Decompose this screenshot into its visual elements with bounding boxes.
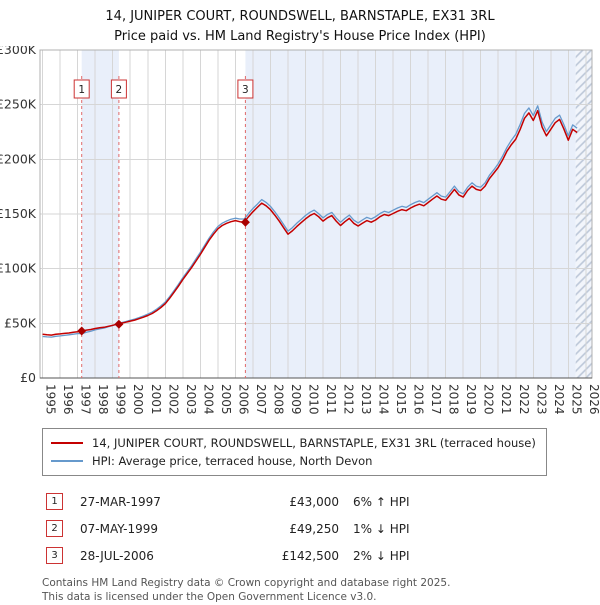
- y-tick-label: £200K: [0, 151, 37, 166]
- x-tick-label: 2022: [517, 384, 531, 415]
- sale-number-badge: 1: [46, 493, 63, 510]
- sales-table: 1 27-MAR-1997 £43,000 6% ↑ HPI 2 07-MAY-…: [46, 488, 600, 569]
- chart-title-block: 14, JUNIPER COURT, ROUNDSWELL, BARNSTAPL…: [0, 0, 600, 46]
- x-tick-label: 2024: [552, 384, 566, 415]
- chart-legend: 14, JUNIPER COURT, ROUNDSWELL, BARNSTAPL…: [42, 428, 547, 476]
- sale-number-badge: 2: [46, 520, 63, 537]
- x-tick-label: 2015: [394, 384, 408, 415]
- x-tick-label: 2017: [429, 384, 443, 415]
- sale-diamond: [77, 326, 87, 336]
- x-tick-label: 1999: [114, 384, 128, 415]
- footer-line-2: This data is licensed under the Open Gov…: [42, 590, 377, 603]
- sale-diamond: [114, 319, 124, 329]
- legend-label-hpi: HPI: Average price, terraced house, Nort…: [92, 454, 373, 468]
- table-row: 1 27-MAR-1997 £43,000 6% ↑ HPI: [46, 488, 600, 515]
- x-tick-label: 2016: [412, 384, 426, 415]
- x-tick-label: 2007: [254, 384, 268, 415]
- x-tick-label: 2005: [219, 384, 233, 415]
- sale-hpi-delta: 6% ↑ HPI: [353, 494, 410, 509]
- price-chart: 123£0£50K£100K£150K£200K£250K£300K199519…: [0, 42, 600, 426]
- x-tick-label: 2026: [587, 384, 600, 415]
- x-tick-label: 2006: [236, 384, 250, 415]
- x-tick-label: 2020: [482, 384, 496, 415]
- sale-diamond: [240, 217, 250, 227]
- sale-hpi-delta: 1% ↓ HPI: [353, 521, 410, 536]
- x-tick-label: 2008: [271, 384, 285, 415]
- x-tick-label: 1996: [61, 384, 75, 415]
- x-tick-label: 2018: [447, 384, 461, 415]
- y-tick-label: £250K: [0, 97, 37, 112]
- x-tick-label: 1997: [79, 384, 93, 415]
- x-tick-label: 2023: [534, 384, 548, 415]
- x-tick-label: 2010: [307, 384, 321, 415]
- x-tick-label: 2012: [342, 384, 356, 415]
- table-row: 2 07-MAY-1999 £49,250 1% ↓ HPI: [46, 515, 600, 542]
- x-tick-label: 2025: [569, 384, 583, 415]
- x-tick-label: 2001: [149, 384, 163, 415]
- page-subtitle: Price paid vs. HM Land Registry's House …: [114, 28, 486, 44]
- sale-hpi-delta: 2% ↓ HPI: [353, 548, 410, 563]
- sale-number: 2: [116, 84, 123, 96]
- x-tick-label: 2019: [464, 384, 478, 415]
- sale-number: 1: [78, 84, 85, 96]
- sale-date: 27-MAR-1997: [80, 494, 161, 509]
- y-tick-label: £300K: [0, 46, 37, 57]
- legend-row-price: 14, JUNIPER COURT, ROUNDSWELL, BARNSTAPL…: [51, 434, 536, 452]
- x-tick-label: 1995: [44, 384, 58, 415]
- sale-date: 07-MAY-1999: [80, 521, 159, 536]
- legend-label-price: 14, JUNIPER COURT, ROUNDSWELL, BARNSTAPL…: [92, 436, 536, 450]
- x-tick-label: 2002: [166, 384, 180, 415]
- x-tick-label: 2014: [377, 384, 391, 415]
- page-title: 14, JUNIPER COURT, ROUNDSWELL, BARNSTAPL…: [105, 9, 495, 24]
- price-line-swatch: [51, 442, 83, 444]
- sale-price: £43,000: [289, 494, 339, 509]
- x-tick-label: 2011: [324, 384, 338, 415]
- legend-row-hpi: HPI: Average price, terraced house, Nort…: [51, 452, 536, 470]
- sale-number-badge: 3: [46, 547, 63, 564]
- price-chart-svg: 123£0£50K£100K£150K£200K£250K£300K199519…: [0, 42, 600, 415]
- y-tick-label: £0: [20, 370, 36, 385]
- y-tick-label: £150K: [0, 206, 37, 221]
- hpi-line-swatch: [51, 460, 83, 462]
- y-tick-label: £50K: [4, 315, 37, 330]
- x-tick-label: 2009: [289, 384, 303, 415]
- sale-number-box: [110, 79, 127, 99]
- x-tick-label: 1998: [96, 384, 110, 415]
- sale-number-box: [237, 79, 254, 99]
- x-tick-label: 2000: [131, 384, 145, 415]
- x-tick-label: 2003: [184, 384, 198, 415]
- sale-date: 28-JUL-2006: [80, 548, 154, 563]
- x-tick-label: 2021: [499, 384, 513, 415]
- price-line: [42, 109, 578, 336]
- x-tick-label: 2004: [201, 384, 215, 415]
- sale-number-box: [73, 79, 90, 99]
- sale-price: £142,500: [281, 548, 339, 563]
- license-footer: Contains HM Land Registry data © Crown c…: [42, 577, 600, 605]
- sale-number: 3: [242, 84, 249, 96]
- footer-line-1: Contains HM Land Registry data © Crown c…: [42, 577, 451, 589]
- x-tick-label: 2013: [359, 384, 373, 415]
- table-row: 3 28-JUL-2006 £142,500 2% ↓ HPI: [46, 542, 600, 569]
- hpi-line: [42, 105, 578, 338]
- y-tick-label: £100K: [0, 261, 37, 276]
- sale-price: £49,250: [289, 521, 339, 536]
